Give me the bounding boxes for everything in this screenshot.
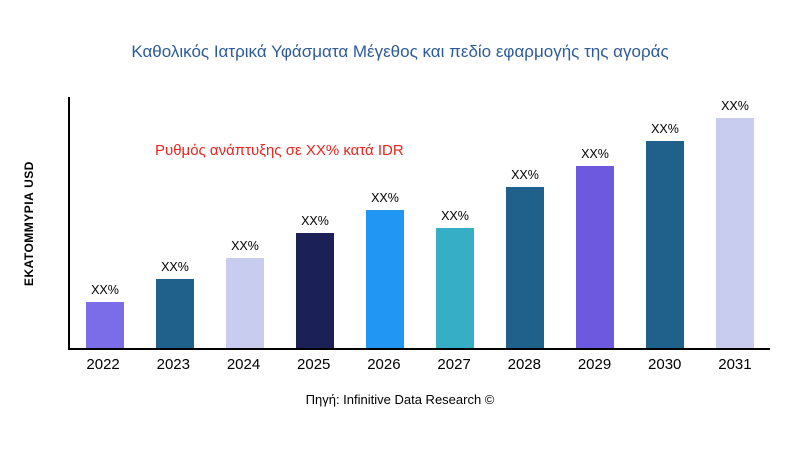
bar-2024 xyxy=(226,258,264,348)
bar-value-label-2026: XX% xyxy=(371,191,399,205)
bar-value-label-2022: XX% xyxy=(91,283,119,297)
chart-title: Καθολικός Ιατρικά Υφάσματα Μέγεθος και π… xyxy=(131,42,669,61)
plot-area: Ρυθμός ανάπτυξης σε XX% κατά IDR XX% XX% X… xyxy=(68,97,770,350)
bar-slot-2027: XX% xyxy=(420,209,490,348)
bar-2025 xyxy=(296,233,334,348)
x-tick-2024: 2024 xyxy=(226,356,261,373)
bar-2022 xyxy=(86,302,124,348)
bar-slot-2026: XX% xyxy=(350,191,420,348)
bar-2029 xyxy=(576,166,614,348)
x-axis-tick-labels: 2022 2023 2024 2025 2026 2027 2028 2029 2030 2031 xyxy=(68,356,770,373)
bar-2031 xyxy=(716,118,754,348)
bars-group: XX% XX% XX% XX% XX% XX% XX% XX% XX% XX% xyxy=(70,97,770,348)
x-tick-2026: 2026 xyxy=(367,356,401,373)
bar-2027 xyxy=(436,228,474,348)
source-caption: Πηγή: Infinitive Data Research © xyxy=(305,392,495,407)
bar-value-label-2030: XX% xyxy=(651,122,679,136)
bar-2023 xyxy=(156,279,194,348)
x-tick-2030: 2030 xyxy=(648,356,682,373)
bar-value-label-2024: XX% xyxy=(231,239,259,254)
x-tick-2023: 2023 xyxy=(156,356,190,373)
bar-2028 xyxy=(506,187,544,348)
x-tick-2029: 2029 xyxy=(577,356,612,373)
bar-2030 xyxy=(646,141,684,348)
bar-slot-2024: XX% xyxy=(210,239,280,348)
x-tick-2022: 2022 xyxy=(86,356,120,373)
bar-value-label-2025: XX% xyxy=(301,214,329,228)
x-tick-2028: 2028 xyxy=(507,356,541,373)
bar-slot-2023: XX% xyxy=(140,260,210,348)
bar-slot-2022: XX% xyxy=(70,283,140,348)
bar-slot-2025: XX% xyxy=(280,214,350,348)
bar-slot-2029: XX% xyxy=(560,147,630,348)
bar-value-label-2028: XX% xyxy=(511,168,539,182)
y-axis-label: ΕΚΑΤΟΜΜΥΡΙΑ USD xyxy=(22,161,36,286)
bar-slot-2030: XX% xyxy=(630,122,700,348)
x-tick-2031: 2031 xyxy=(718,356,752,373)
bar-slot-2031: XX% xyxy=(700,99,770,348)
bar-2026 xyxy=(366,210,404,348)
growth-rate-annotation: Ρυθμός ανάπτυξης σε XX% κατά IDR xyxy=(155,142,404,159)
bar-value-label-2027: XX% xyxy=(441,209,469,224)
x-tick-2027: 2027 xyxy=(437,356,471,373)
x-tick-2025: 2025 xyxy=(297,356,331,373)
bar-slot-2028: XX% xyxy=(490,168,560,348)
bar-value-label-2029: XX% xyxy=(581,147,609,162)
bar-value-label-2031: XX% xyxy=(721,99,749,113)
bar-value-label-2023: XX% xyxy=(161,260,189,274)
